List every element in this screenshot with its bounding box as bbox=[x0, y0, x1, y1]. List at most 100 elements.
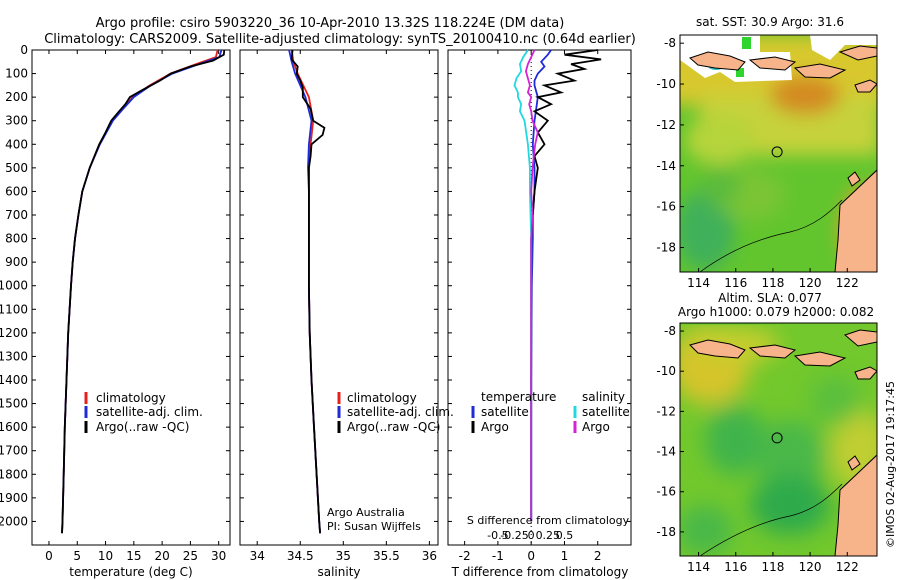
x-tick-label: 0 bbox=[45, 549, 53, 563]
map-x-tick-label: 114 bbox=[687, 560, 710, 574]
map-x-tick-label: 122 bbox=[836, 276, 859, 290]
y-tick-label: 0 bbox=[20, 43, 28, 57]
map-x-tick-label: 120 bbox=[799, 560, 822, 574]
y-tick-label: 1100 bbox=[0, 302, 28, 316]
x-tick-label: 10 bbox=[98, 549, 113, 563]
map-y-tick-label: -16 bbox=[656, 485, 676, 499]
sst-map-panel: sat. SST: 30.9 Argo: 31.6 bbox=[656, 15, 878, 290]
series-line-temperature-argo bbox=[530, 49, 602, 522]
y-tick-label: 900 bbox=[5, 255, 28, 269]
y-tick-label: 1900 bbox=[0, 491, 28, 505]
difference-frame bbox=[447, 49, 632, 546]
y-tick-label: 2000 bbox=[0, 514, 28, 528]
difference-panel: -2 -1 0 1 2-0.5-0.250 0.250.5 S difference fr… bbox=[447, 49, 632, 579]
x-tick-label: 34.5 bbox=[287, 549, 314, 563]
series-line-argo-raw-qc- bbox=[61, 49, 226, 534]
sla-profile-location-marker bbox=[771, 432, 783, 444]
sla-map-frame bbox=[679, 322, 878, 557]
map-x-tick-label: 116 bbox=[724, 276, 747, 290]
x-tick-label: -2 bbox=[459, 549, 471, 563]
salinity-frame bbox=[239, 49, 439, 546]
legend-label-climatology: climatology bbox=[347, 391, 417, 405]
map-x-tick-label: 118 bbox=[761, 276, 784, 290]
series-line-salinity-satellite bbox=[513, 49, 533, 522]
y-tick-label: 1200 bbox=[0, 326, 28, 340]
difference-legend-salinity: salinity satellite Argo bbox=[573, 390, 630, 434]
x-tick-label: 30 bbox=[211, 549, 226, 563]
y-tick-label: 1500 bbox=[0, 397, 28, 411]
map-y-tick-label: -10 bbox=[656, 364, 676, 378]
sst-map-title: sat. SST: 30.9 Argo: 31.6 bbox=[696, 15, 844, 29]
y-tick-label: 700 bbox=[5, 208, 28, 222]
x-tick-label: 0 bbox=[527, 549, 535, 563]
map-y-tick-label: -14 bbox=[656, 445, 676, 459]
x2-tick-label: 0.5 bbox=[556, 529, 574, 542]
series-line-temperature-satellite bbox=[530, 49, 552, 522]
x-tick-label: 35.5 bbox=[373, 549, 400, 563]
map-x-tick-label: 122 bbox=[836, 560, 859, 574]
legend-label-argo: Argo(..raw -QC) bbox=[96, 420, 189, 434]
x-tick-label: 1 bbox=[561, 549, 569, 563]
salinity-panel: 34 34.5 35 35.5 36 salinity climatology sate… bbox=[239, 49, 454, 579]
y-tick-label: 300 bbox=[5, 114, 28, 128]
legend-title-salinity: salinity bbox=[582, 390, 625, 404]
x-tick-label: 5 bbox=[73, 549, 81, 563]
map-y-tick-label: -10 bbox=[656, 77, 676, 91]
y-tick-label: 400 bbox=[5, 137, 28, 151]
series-line-argo-raw-qc- bbox=[290, 49, 326, 534]
salinity-legend: climatology satellite-adj. clim. Argo(..… bbox=[337, 391, 454, 434]
x2-tick-label: -0.25 bbox=[500, 529, 528, 542]
x2-tick-label: 0.25 bbox=[536, 529, 561, 542]
map-y-tick-label: -14 bbox=[656, 159, 676, 173]
legend-label-argo: Argo(..raw -QC) bbox=[347, 420, 440, 434]
y-tick-label: 1300 bbox=[0, 349, 28, 363]
x-tick-label: 35 bbox=[336, 549, 351, 563]
x-tick-label: 2 bbox=[594, 549, 602, 563]
temperature-frame bbox=[31, 49, 231, 546]
y-tick-label: 1700 bbox=[0, 444, 28, 458]
s-difference-label: S difference from climatology bbox=[467, 514, 630, 527]
y-tick-label: 1400 bbox=[0, 373, 28, 387]
temperature-xlabel: temperature (deg C) bbox=[69, 565, 192, 579]
x-tick-label: 34 bbox=[250, 549, 265, 563]
sla-field bbox=[680, 323, 877, 556]
x-tick-label: -1 bbox=[492, 549, 504, 563]
legend-label-climatology: climatology bbox=[96, 391, 166, 405]
map-x-tick-label: 118 bbox=[761, 560, 784, 574]
y-tick-label: 500 bbox=[5, 161, 28, 175]
annotation-argo-australia: Argo Australia bbox=[327, 506, 405, 519]
imos-credit: ©IMOS 02-Aug-2017 19:17:45 bbox=[884, 381, 897, 548]
salinity-xlabel: salinity bbox=[317, 565, 360, 579]
series-line-salinity-argo bbox=[524, 49, 539, 522]
y-tick-label: 1800 bbox=[0, 467, 28, 481]
y-tick-label: 100 bbox=[5, 67, 28, 81]
sst-field bbox=[680, 35, 877, 272]
x-tick-label: 20 bbox=[154, 549, 169, 563]
map-y-tick-label: -8 bbox=[664, 324, 676, 338]
annotation-pi: PI: Susan Wijffels bbox=[327, 520, 421, 533]
legend-label-satellite: satellite-adj. clim. bbox=[347, 405, 454, 419]
x-tick-label: 25 bbox=[183, 549, 198, 563]
header-line-2: Climatology: CARS2009. Satellite-adjuste… bbox=[44, 32, 636, 47]
series-line-satellite-adj-clim- bbox=[61, 49, 223, 534]
legend-label-temp-argo: Argo bbox=[481, 420, 509, 434]
sst-profile-location-marker bbox=[771, 146, 783, 158]
map-y-tick-label: -18 bbox=[656, 240, 676, 254]
legend-title-temperature: temperature bbox=[481, 390, 556, 404]
t-difference-xlabel: T difference from climatology bbox=[451, 565, 629, 579]
y-tick-label: 600 bbox=[5, 184, 28, 198]
legend-label-temp-satellite: satellite bbox=[481, 405, 529, 419]
series-line-climatology bbox=[61, 49, 219, 534]
map-x-tick-label: 114 bbox=[687, 276, 710, 290]
legend-label-satellite: satellite-adj. clim. bbox=[96, 405, 203, 419]
y-tick-label: 1000 bbox=[0, 279, 28, 293]
x-tick-label: 15 bbox=[126, 549, 141, 563]
map-y-tick-label: -12 bbox=[656, 118, 676, 132]
x2-tick-label: 0 bbox=[528, 529, 535, 542]
sla-map-panel: Altim. SLA: 0.077 Argo h1000: 0.079 h200… bbox=[656, 291, 878, 574]
x-tick-label: 36 bbox=[422, 549, 437, 563]
sla-map-title: Altim. SLA: 0.077 bbox=[718, 291, 822, 305]
temperature-legend: climatology satellite-adj. clim. Argo(..… bbox=[84, 391, 203, 434]
header-line-1: Argo profile: csiro 5903220_36 10-Apr-20… bbox=[96, 16, 565, 31]
